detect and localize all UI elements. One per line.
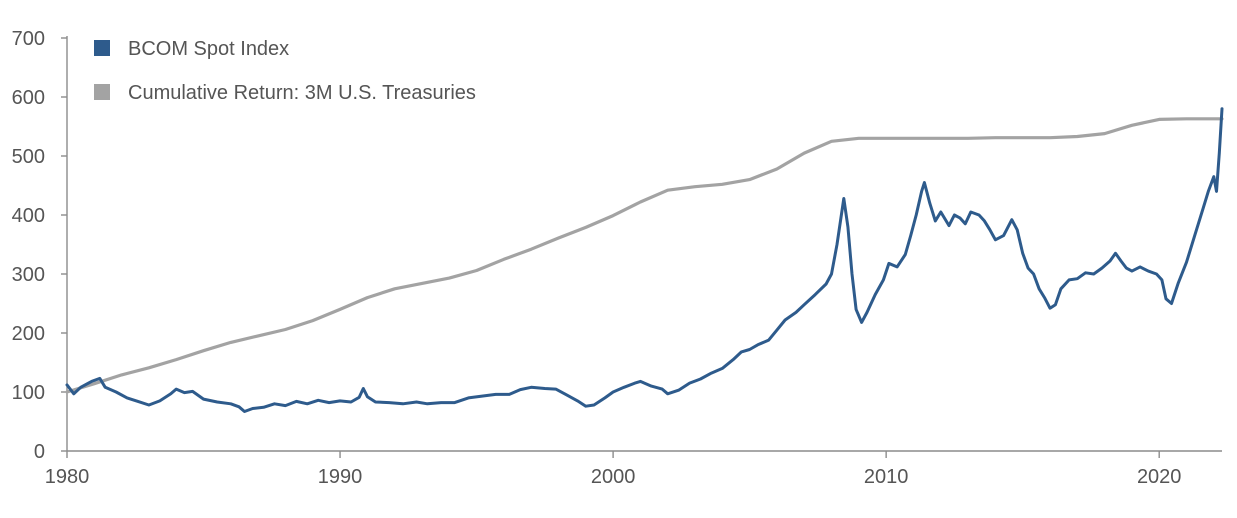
x-tick-label: 2000	[591, 466, 636, 488]
y-axis: 0 100 200 300 400 500 600 700	[12, 28, 68, 463]
legend: BCOM Spot Index Cumulative Return: 3M U.…	[94, 38, 476, 104]
legend-swatch-treasuries	[94, 84, 110, 100]
y-tick-label: 0	[34, 441, 45, 463]
y-tick-label: 400	[12, 205, 45, 227]
x-axis: 1980 1990 2000 2010 2020	[45, 450, 1222, 488]
y-tick-label: 600	[12, 87, 45, 109]
x-tick-label: 1980	[45, 466, 90, 488]
y-tick-label: 200	[12, 323, 45, 345]
y-tick-label: 300	[12, 264, 45, 286]
y-tick-label: 500	[12, 146, 45, 168]
legend-swatch-bcom	[94, 40, 110, 56]
legend-label-treasuries: Cumulative Return: 3M U.S. Treasuries	[128, 82, 476, 104]
x-tick-label: 1990	[318, 466, 363, 488]
series-line-treasuries	[65, 117, 1224, 394]
x-tick-label: 2010	[864, 466, 909, 488]
y-tick-label: 700	[12, 28, 45, 50]
series-line-bcom	[65, 107, 1224, 413]
plot-area	[65, 107, 1224, 413]
x-tick-label: 2020	[1137, 466, 1182, 488]
y-tick-label: 100	[12, 382, 45, 404]
legend-label-bcom: BCOM Spot Index	[128, 38, 289, 60]
